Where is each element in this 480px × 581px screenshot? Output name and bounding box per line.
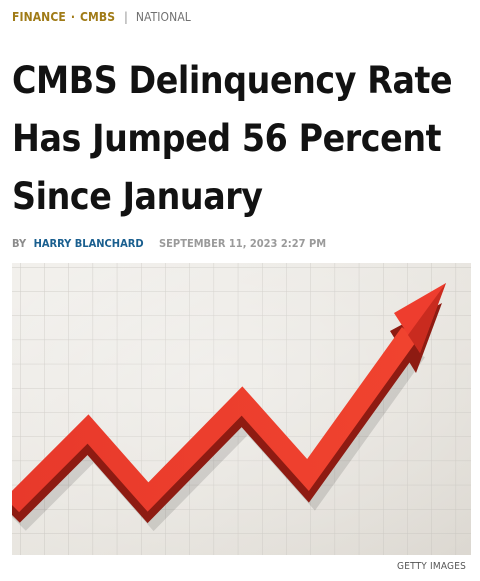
byline-prefix: BY bbox=[12, 237, 27, 250]
author-link[interactable]: HARRY BLANCHARD bbox=[33, 237, 144, 250]
hero-image bbox=[12, 263, 471, 555]
image-credit: GETTY IMAGES bbox=[397, 561, 466, 572]
breadcrumb-divider: | bbox=[124, 10, 128, 24]
publish-date: SEPTEMBER 11, 2023 2:27 PM bbox=[159, 237, 327, 250]
category-link-national[interactable]: NATIONAL bbox=[135, 10, 191, 24]
breadcrumb: FINANCE · CMBS | NATIONAL bbox=[12, 9, 191, 25]
rising-arrow-illustration bbox=[12, 263, 471, 555]
byline: BY HARRY BLANCHARD SEPTEMBER 11, 2023 2:… bbox=[12, 237, 326, 251]
category-link-cmbs[interactable]: CMBS bbox=[80, 10, 116, 24]
breadcrumb-dot: · bbox=[70, 10, 76, 24]
article-title: CMBS Delinquency Rate Has Jumped 56 Perc… bbox=[12, 59, 453, 218]
category-link-finance[interactable]: FINANCE bbox=[12, 10, 66, 24]
